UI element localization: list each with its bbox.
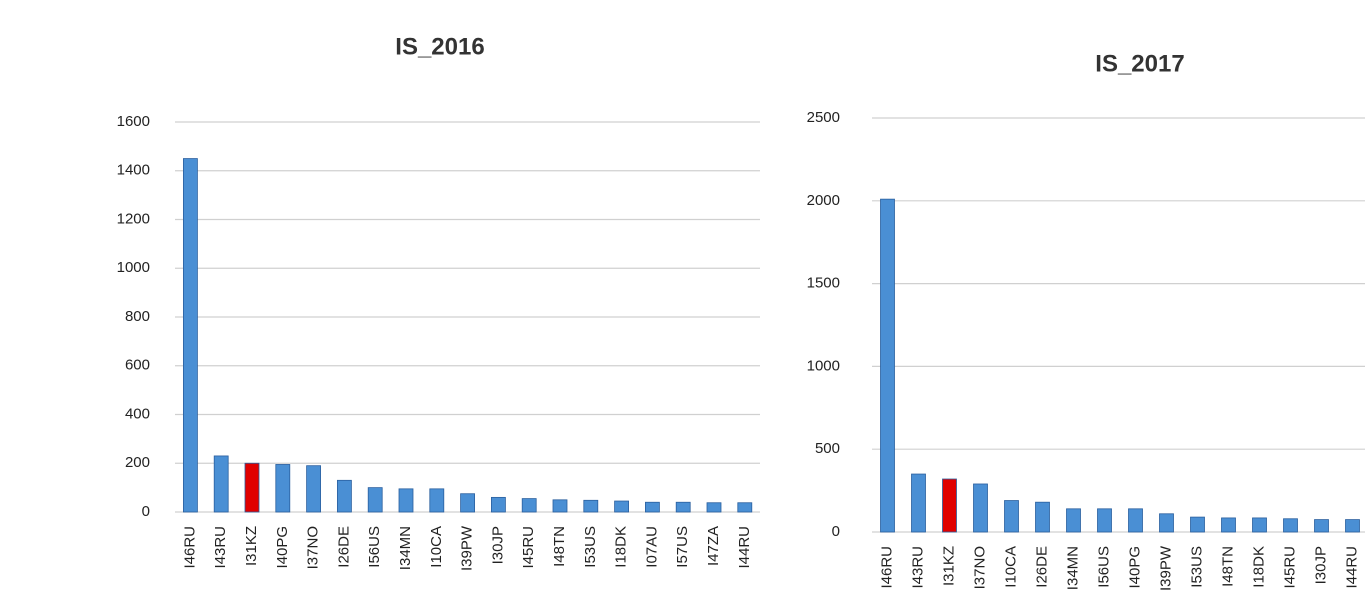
x-tick-label: I10CA [428, 526, 445, 568]
y-tick-label: 500 [815, 440, 840, 457]
bar [614, 500, 629, 513]
y-tick-label: 1400 [117, 162, 150, 179]
x-tick-label: I44RU [736, 526, 753, 569]
y-tick-label: 1200 [117, 210, 150, 227]
x-tick-label: I40PG [274, 526, 291, 569]
y-tick-label: 200 [125, 454, 150, 471]
bar [583, 499, 599, 513]
x-tick-label: I53US [582, 526, 599, 568]
y-tick-label: 400 [125, 405, 150, 422]
y-tick-label: 800 [125, 308, 150, 325]
bar [182, 158, 198, 513]
bar [1283, 518, 1298, 533]
y-tick-label: 1000 [117, 259, 150, 276]
bar [675, 501, 691, 513]
x-tick-label: I48TN [551, 526, 568, 567]
bar [1190, 516, 1205, 533]
bar [1004, 500, 1019, 533]
bar [244, 462, 260, 513]
x-tick-label: I43RU [909, 546, 926, 589]
bar [306, 465, 322, 513]
bar [398, 488, 414, 513]
bar [1128, 508, 1143, 533]
x-tick-label: I48TN [1219, 546, 1236, 587]
y-tick-label: 2000 [807, 192, 840, 209]
y-tick-label: 1600 [117, 113, 150, 130]
x-tick-label: I10CA [1002, 546, 1019, 588]
bar [275, 464, 291, 513]
x-tick-label: I30JP [489, 526, 506, 564]
x-tick-label: I26DE [1033, 546, 1050, 588]
bar [1345, 519, 1360, 533]
x-tick-label: I40PG [1126, 546, 1143, 589]
bar [1066, 508, 1081, 533]
bar [1221, 517, 1236, 533]
bar [521, 498, 537, 513]
bar [706, 502, 722, 513]
bar [336, 479, 352, 513]
bar [490, 496, 506, 513]
bar [1097, 508, 1112, 533]
x-tick-label: I37NO [305, 526, 322, 569]
x-tick-label: I45RU [1281, 546, 1298, 589]
bar [737, 502, 753, 513]
y-tick-label: 600 [125, 357, 150, 374]
x-tick-label: I18DK [613, 526, 630, 568]
x-tick-label: I34MN [1064, 546, 1081, 590]
bar [367, 487, 383, 513]
x-tick-label: I37NO [971, 546, 988, 589]
x-tick-label: I56US [366, 526, 383, 568]
bar [552, 499, 568, 513]
bar [1035, 501, 1050, 533]
x-tick-label: I53US [1188, 546, 1205, 588]
y-tick-label: 0 [832, 523, 840, 540]
y-tick-label: 1000 [807, 357, 840, 374]
x-tick-label: I26DE [335, 526, 352, 568]
x-tick-label: I45RU [520, 526, 537, 569]
x-tick-label: I46RU [878, 546, 895, 589]
bar [942, 478, 957, 533]
x-tick-label: I39PW [1157, 545, 1174, 591]
x-tick-label: I39PW [459, 525, 476, 571]
bar [460, 493, 476, 513]
bar [911, 473, 926, 533]
x-tick-label: I30JP [1312, 546, 1329, 584]
x-tick-label: I44RU [1343, 546, 1360, 589]
chart-title: IS_2017 [1095, 50, 1184, 77]
y-tick-label: 2500 [807, 109, 840, 126]
x-tick-label: I47ZA [705, 526, 722, 566]
x-tick-label: I57US [674, 526, 691, 568]
bar [973, 483, 988, 533]
x-tick-label: I18DK [1250, 546, 1267, 588]
x-tick-label: I56US [1095, 546, 1112, 588]
bar [880, 198, 895, 533]
y-tick-label: 1500 [807, 275, 840, 292]
bar [213, 455, 229, 513]
x-tick-label: I31KZ [940, 546, 957, 586]
x-tick-label: I43RU [212, 526, 229, 569]
x-tick-label: I34MN [397, 526, 414, 570]
bar [1159, 513, 1174, 533]
x-tick-label: I31KZ [243, 526, 260, 566]
chart-title: IS_2016 [395, 33, 484, 60]
bar [645, 501, 660, 513]
y-tick-label: 0 [142, 503, 150, 520]
bar [429, 488, 445, 513]
x-tick-label: I07AU [643, 526, 660, 568]
bar [1252, 517, 1267, 533]
x-tick-label: I46RU [181, 526, 198, 569]
bar [1314, 519, 1329, 533]
